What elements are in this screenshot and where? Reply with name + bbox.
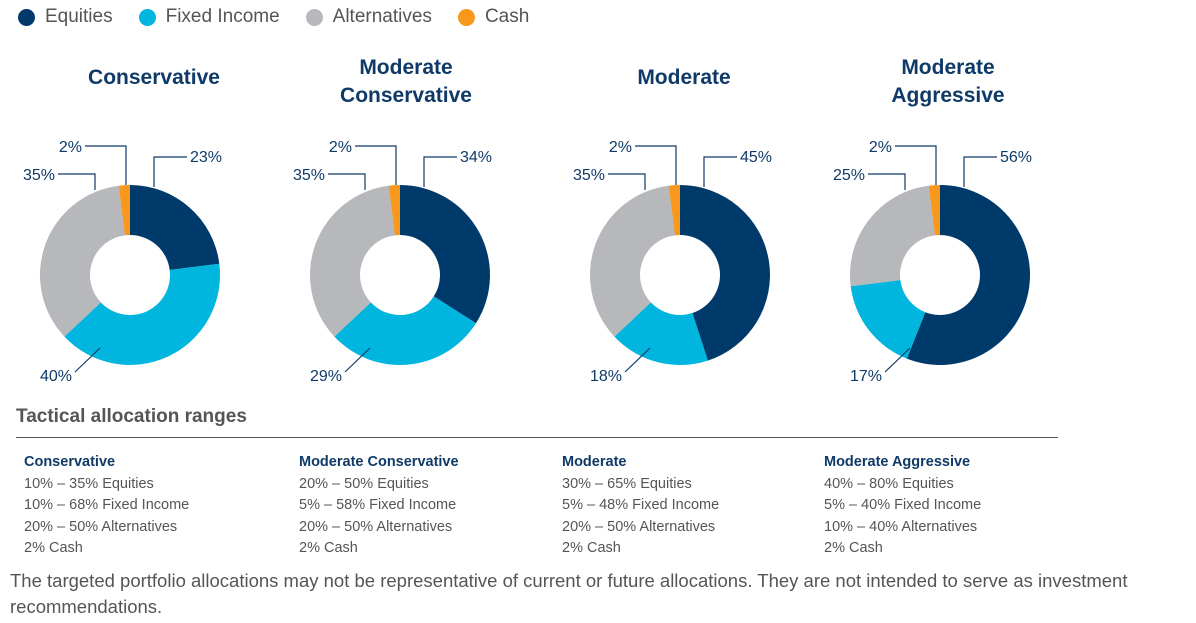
leader-line xyxy=(608,173,646,190)
slice-alternatives xyxy=(589,185,675,337)
slice-fixed-income xyxy=(614,302,708,365)
range-column-conservative: Conservative 10% – 35% Equities 10% – 68% … xyxy=(24,452,189,560)
fixed-income-swatch xyxy=(138,8,156,26)
range-line: 20% – 50% Alternatives xyxy=(562,518,716,535)
data-label: 23% xyxy=(190,149,222,166)
data-label: 2% xyxy=(59,139,82,156)
legend-item-cash: Cash xyxy=(457,6,530,28)
data-label: 40% xyxy=(40,368,72,385)
range-line: 5% – 48% Fixed Income xyxy=(562,497,720,513)
slice-equities xyxy=(130,185,220,270)
leader-line xyxy=(74,347,101,373)
section-title: Tactical allocation ranges xyxy=(16,406,247,427)
range-line: 10% – 35% Equities xyxy=(24,475,154,492)
range-line: 40% – 80% Equities xyxy=(824,475,954,492)
divider xyxy=(16,437,1058,438)
leader-line xyxy=(703,156,737,187)
range-line: 2% Cash xyxy=(299,540,358,556)
slice-cash xyxy=(118,185,130,236)
slice-equities xyxy=(400,185,490,324)
donut-charts: 23%40%35%2%34%29%35%2%45%18%35%2%56%17%2… xyxy=(23,139,1032,385)
leader-line xyxy=(153,156,187,187)
data-label: 29% xyxy=(310,368,342,385)
chart-title-conservative: Conservative xyxy=(34,64,274,92)
range-line: 2% Cash xyxy=(24,540,83,556)
chart-title-moderate-conservative: Moderate Conservative xyxy=(286,54,526,110)
title-line: Moderate xyxy=(901,56,995,79)
title-line: Aggressive xyxy=(891,84,1005,107)
leader-line xyxy=(635,145,677,185)
slice-alternatives xyxy=(309,185,395,337)
legend-label: Equities xyxy=(45,6,113,27)
data-label: 56% xyxy=(1000,149,1032,166)
leader-line xyxy=(328,173,366,190)
slice-fixed-income xyxy=(64,263,221,366)
leader-line xyxy=(624,347,651,373)
data-label: 25% xyxy=(833,167,865,184)
legend: Equities Fixed Income Alternatives Cash xyxy=(18,6,529,28)
legend-item-fixed-income: Fixed Income xyxy=(138,6,280,28)
chart-title-moderate: Moderate xyxy=(564,64,804,92)
legend-item-alternatives: Alternatives xyxy=(305,6,432,28)
slice-cash xyxy=(388,185,400,236)
legend-label: Fixed Income xyxy=(165,6,280,27)
alternatives-swatch xyxy=(305,8,323,26)
range-column-moderate-aggressive: Moderate Aggressive 40% – 80% Equities 5% … xyxy=(824,452,981,560)
leader-line xyxy=(423,156,457,187)
title-line: Conservative xyxy=(340,84,472,107)
range-heading: Moderate Conservative xyxy=(299,454,459,470)
leader-line xyxy=(884,347,911,373)
data-label: 45% xyxy=(740,149,772,166)
legend-label: Cash xyxy=(484,6,530,27)
data-label: 2% xyxy=(329,139,352,156)
range-heading: Moderate Aggressive xyxy=(824,454,971,470)
title-line: Moderate xyxy=(359,56,453,79)
data-label: 18% xyxy=(590,368,622,385)
legend-label: Alternatives xyxy=(332,6,432,27)
range-column-moderate: Moderate 30% – 65% Equities 5% – 48% Fixed… xyxy=(562,452,719,560)
range-line: 20% – 50% Alternatives xyxy=(24,518,178,535)
range-line: 20% – 50% Alternatives xyxy=(299,518,453,535)
range-line: 2% Cash xyxy=(562,540,621,556)
leader-line xyxy=(58,173,96,190)
range-column-moderate-conservative: Moderate Conservative 20% – 50% Equities 5… xyxy=(299,452,459,560)
data-label: 34% xyxy=(460,149,492,166)
leader-line xyxy=(344,347,371,373)
cash-swatch xyxy=(457,8,475,26)
range-line: 10% – 68% Fixed Income xyxy=(24,497,190,513)
data-label: 35% xyxy=(573,167,605,184)
data-label: 2% xyxy=(869,139,892,156)
data-label: 2% xyxy=(609,139,632,156)
leader-line xyxy=(355,145,397,185)
range-line: 30% – 65% Equities xyxy=(562,475,692,492)
title-line: Conservative xyxy=(88,66,220,89)
range-line: 5% – 40% Fixed Income xyxy=(824,497,982,513)
leader-line xyxy=(963,156,997,187)
leader-line xyxy=(895,145,937,185)
slice-alternatives xyxy=(850,185,935,287)
range-line: 20% – 50% Equities xyxy=(299,475,429,492)
chart-title-moderate-aggressive: Moderate Aggressive xyxy=(828,54,1068,110)
slice-equities xyxy=(680,185,770,361)
data-label: 35% xyxy=(23,167,55,184)
slice-equities xyxy=(906,185,1030,365)
range-heading: Moderate xyxy=(562,454,627,470)
legend-item-equities: Equities xyxy=(18,6,113,28)
slice-cash xyxy=(928,185,940,236)
range-heading: Conservative xyxy=(24,454,116,470)
range-line: 5% – 58% Fixed Income xyxy=(299,497,457,513)
leader-line xyxy=(85,145,127,185)
range-line: 10% – 40% Alternatives xyxy=(824,518,978,535)
footnote: The targeted portfolio allocations may n… xyxy=(10,570,1128,617)
leader-line xyxy=(868,173,906,190)
data-label: 17% xyxy=(850,368,882,385)
slice-fixed-income xyxy=(850,280,926,359)
data-label: 35% xyxy=(293,167,325,184)
range-line: 2% Cash xyxy=(824,540,883,556)
equities-swatch xyxy=(18,8,35,26)
slice-cash xyxy=(668,185,680,236)
slice-alternatives xyxy=(39,185,125,337)
title-line: Moderate xyxy=(637,66,731,89)
